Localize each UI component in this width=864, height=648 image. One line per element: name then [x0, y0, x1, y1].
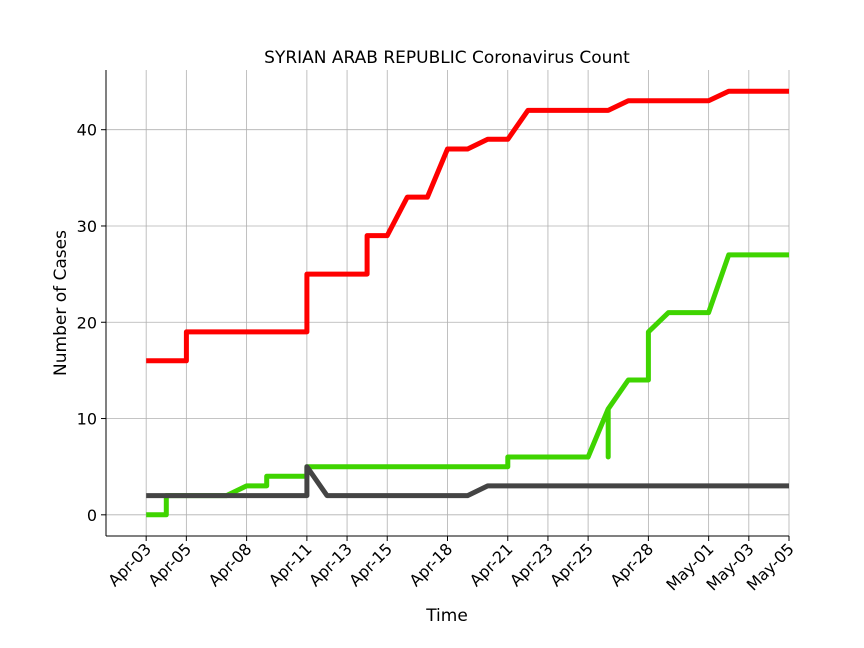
y-tick-label: 20 [77, 313, 97, 332]
x-tick-label: Apr-18 [406, 539, 457, 590]
y-tick-label: 0 [87, 506, 97, 525]
x-tick-label: Apr-13 [305, 539, 356, 590]
series-line-2 [146, 252, 789, 518]
x-tick-label: Apr-23 [506, 539, 557, 590]
series-line-3 [146, 464, 789, 499]
x-tick-label: Apr-15 [345, 539, 396, 590]
x-axis-label: Time [425, 606, 468, 626]
y-tick-label: 30 [77, 217, 97, 236]
x-tick-label: Apr-28 [606, 539, 657, 590]
x-tick-label: Apr-03 [104, 539, 155, 590]
x-tick-label: Apr-11 [265, 539, 316, 590]
series-line-1 [146, 88, 789, 364]
x-tick-label: Apr-21 [466, 539, 517, 590]
series-lines [146, 88, 789, 518]
grid [106, 70, 790, 536]
x-tick-label: Apr-08 [205, 539, 256, 590]
y-axis-label: Number of Cases [51, 230, 71, 376]
y-tick-label: 10 [77, 410, 97, 429]
y-tick-label: 40 [77, 121, 97, 140]
chart-title: SYRIAN ARAB REPUBLIC Coronavirus Count [264, 48, 630, 68]
x-tick-label: Apr-05 [144, 539, 195, 590]
x-tick-label: Apr-25 [546, 539, 597, 590]
